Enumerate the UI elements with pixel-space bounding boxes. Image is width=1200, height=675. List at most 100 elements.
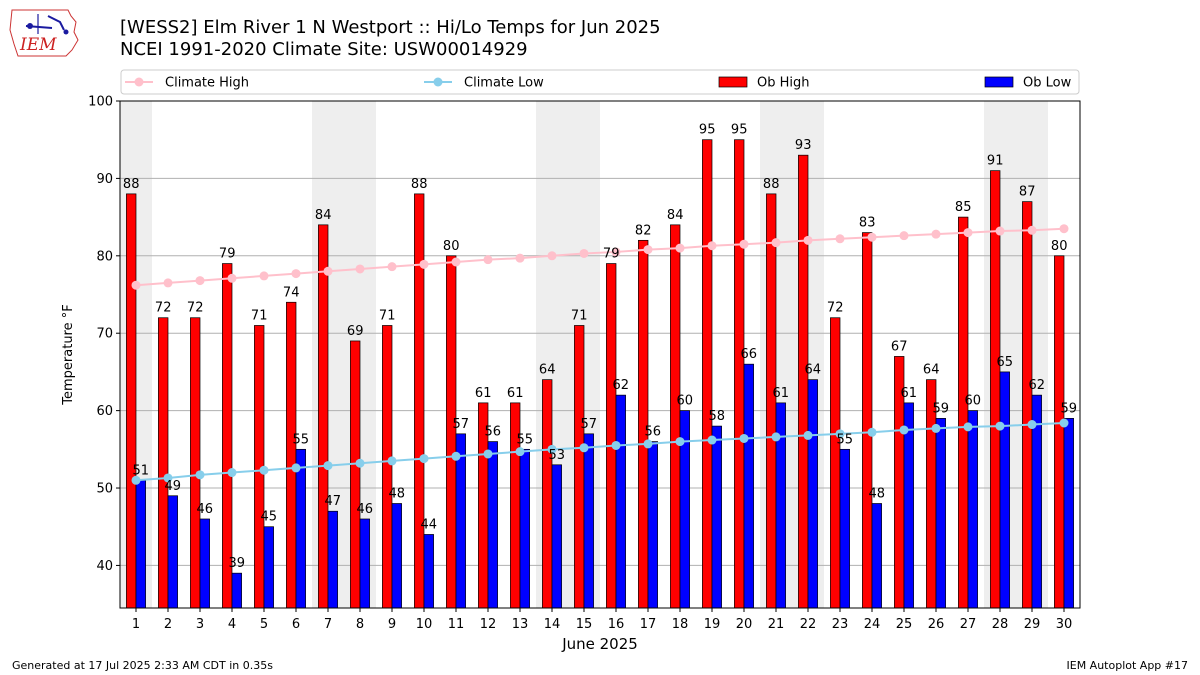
low-data-label: 56 — [485, 425, 502, 440]
x-tick-label: 17 — [640, 617, 657, 632]
x-tick-label: 3 — [196, 617, 204, 632]
high-data-label: 72 — [827, 301, 844, 316]
climate-low-line — [135, 422, 1065, 482]
high-bar — [958, 216, 969, 609]
low-bar — [167, 495, 178, 609]
x-tick-label: 20 — [736, 617, 753, 632]
generated-note: Generated at 17 Jul 2025 2:33 AM CDT in … — [12, 659, 273, 672]
low-data-label: 56 — [645, 425, 662, 440]
low-data-label: 57 — [581, 417, 598, 432]
climate-low-point — [419, 454, 429, 464]
low-data-label: 48 — [389, 487, 406, 502]
low-bar — [359, 518, 370, 609]
x-tick-label: 18 — [672, 617, 689, 632]
ob-high-legend-swatch — [718, 76, 748, 88]
high-bar — [414, 193, 425, 609]
climate-high-point — [483, 255, 493, 265]
low-bar — [551, 464, 562, 609]
low-bar — [999, 371, 1010, 609]
climate-high-point — [611, 247, 621, 257]
high-data-label: 64 — [539, 363, 556, 378]
low-bar — [519, 448, 530, 609]
x-tick-label: 15 — [576, 617, 593, 632]
low-data-label: 46 — [357, 502, 374, 517]
high-data-label: 82 — [635, 223, 652, 238]
climate-high-point — [387, 262, 397, 272]
climate-high-point — [1059, 224, 1069, 234]
climate-low-point — [291, 463, 301, 473]
low-data-label: 51 — [133, 463, 150, 478]
low-bar — [295, 448, 306, 609]
climate-low-point — [963, 422, 973, 432]
high-data-label: 79 — [603, 247, 620, 262]
chart-subtitle: NCEI 1991-2020 Climate Site: USW00014929 — [120, 39, 528, 60]
x-tick-label: 25 — [896, 617, 913, 632]
climate-high-point — [355, 264, 365, 274]
low-bar — [583, 433, 594, 609]
high-bar — [318, 224, 329, 609]
climate-high-point — [771, 238, 781, 248]
high-data-label: 95 — [699, 123, 716, 138]
climate-low-point — [483, 449, 493, 459]
low-data-label: 53 — [549, 448, 566, 463]
x-tick-label: 14 — [544, 617, 561, 632]
ob-high-legend-label: Ob High — [757, 76, 810, 91]
high-bar — [798, 154, 809, 609]
climate-high-legend-marker — [134, 77, 144, 87]
x-tick-label: 22 — [800, 617, 817, 632]
y-tick-label: 50 — [96, 482, 113, 497]
low-data-label: 46 — [197, 502, 214, 517]
climate-low-point — [131, 475, 141, 485]
high-bar — [766, 193, 777, 609]
app-note: IEM Autoplot App #17 — [1066, 659, 1189, 672]
high-bar — [446, 255, 457, 609]
high-bar — [606, 263, 617, 609]
low-bar — [231, 572, 242, 609]
x-tick-label: 16 — [608, 617, 625, 632]
high-data-label: 72 — [187, 301, 204, 316]
climate-high-point — [675, 243, 685, 253]
high-bar — [830, 317, 841, 609]
y-axis-label: Temperature °F — [61, 304, 76, 405]
low-data-label: 60 — [965, 394, 982, 409]
legend-box — [120, 69, 1080, 95]
high-data-label: 91 — [987, 154, 1004, 169]
climate-high-point — [643, 245, 653, 255]
x-tick-label: 7 — [324, 617, 332, 632]
climate-high-point — [739, 239, 749, 249]
climate-low-point — [195, 470, 205, 480]
climate-low-point — [803, 430, 813, 440]
climate-low-point — [227, 468, 237, 478]
high-data-label: 87 — [1019, 185, 1036, 200]
low-data-label: 58 — [709, 409, 726, 424]
high-bar — [350, 340, 361, 609]
y-tick-label: 90 — [96, 172, 113, 187]
low-data-label: 55 — [837, 432, 854, 447]
climate-high-point — [803, 235, 813, 245]
climate-high-point — [227, 273, 237, 283]
climate-high-point — [195, 276, 205, 286]
x-tick-label: 27 — [960, 617, 977, 632]
high-bar — [670, 224, 681, 609]
climate-low-point — [835, 429, 845, 439]
low-data-label: 39 — [229, 556, 246, 571]
chart-title: [WESS2] Elm River 1 N Westport :: Hi/Lo … — [120, 17, 661, 38]
climate-high-point — [451, 257, 461, 267]
climate-low-point — [547, 444, 557, 454]
low-data-label: 55 — [293, 432, 310, 447]
x-tick-label: 29 — [1024, 617, 1041, 632]
high-data-label: 71 — [379, 308, 396, 323]
high-data-label: 95 — [731, 123, 748, 138]
logo-text: IEM — [19, 35, 57, 55]
climate-high-point — [867, 232, 877, 242]
climate-high-point — [547, 251, 557, 261]
climate-high-point — [419, 259, 429, 269]
climate-high-point — [131, 280, 141, 290]
climate-low-point — [163, 473, 173, 483]
low-bar — [615, 394, 626, 609]
high-data-label: 61 — [475, 386, 492, 401]
high-data-label: 74 — [283, 285, 300, 300]
x-tick-label: 28 — [992, 617, 1009, 632]
climate-high-point — [963, 228, 973, 238]
high-data-label: 71 — [571, 308, 588, 323]
